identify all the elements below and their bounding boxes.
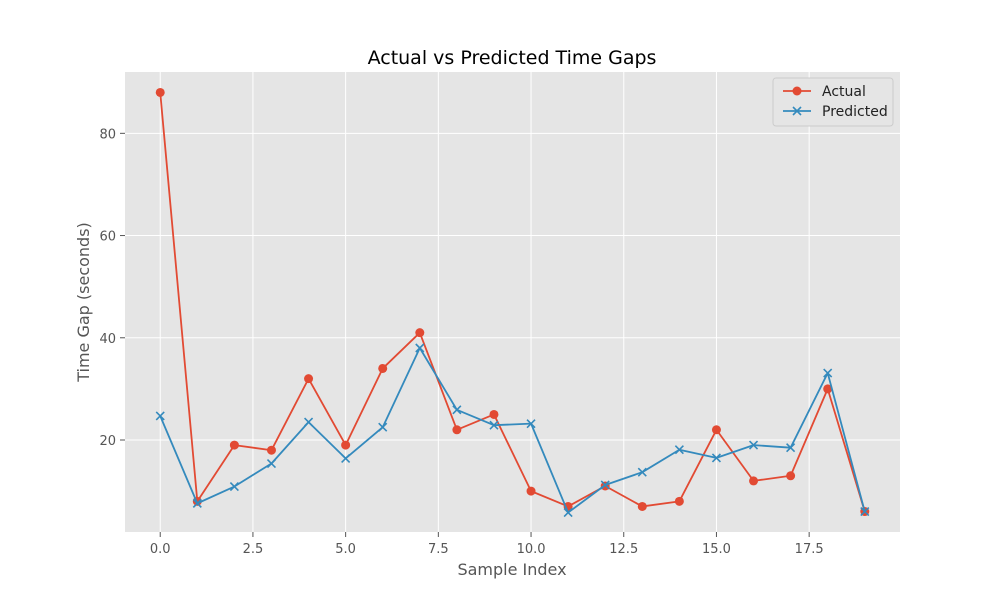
x-tick-label: 15.0 bbox=[702, 542, 731, 557]
predicted-point bbox=[526, 419, 536, 429]
predicted-point bbox=[341, 453, 351, 463]
x-tick-label: 5.0 bbox=[335, 542, 356, 557]
actual-point bbox=[229, 440, 239, 450]
actual-point bbox=[155, 87, 165, 97]
predicted-point bbox=[303, 417, 314, 427]
y-tick-label: 80 bbox=[99, 127, 116, 142]
predicted-point bbox=[229, 481, 239, 492]
actual-point bbox=[786, 471, 796, 481]
predicted-point bbox=[192, 498, 202, 508]
actual-point bbox=[711, 425, 721, 435]
actual-point bbox=[489, 409, 499, 419]
x-tick-label: 17.5 bbox=[795, 542, 824, 557]
predicted-point bbox=[786, 443, 796, 453]
x-tick-label: 7.5 bbox=[428, 542, 449, 557]
predicted-point bbox=[452, 405, 462, 415]
grid-lines bbox=[125, 72, 900, 532]
y-tick-label: 40 bbox=[99, 332, 116, 347]
predicted-point bbox=[155, 411, 165, 421]
actual-point bbox=[452, 425, 462, 435]
axis-ticks: 0.0 2.5 5.0 7.5 10.0 12.5 15.0 17.5 20 40 60 80 bbox=[99, 127, 823, 557]
actual-point bbox=[341, 440, 351, 450]
actual-point bbox=[415, 328, 425, 338]
predicted-point bbox=[711, 453, 722, 463]
actual-line bbox=[159, 92, 866, 512]
actual-point bbox=[674, 496, 684, 506]
predicted-point bbox=[823, 368, 833, 378]
predicted-point bbox=[600, 480, 610, 490]
actual-point bbox=[749, 476, 759, 486]
actual-point bbox=[637, 501, 647, 511]
predicted-line bbox=[159, 347, 866, 514]
predicted-point bbox=[860, 506, 870, 517]
actual-point bbox=[823, 384, 833, 394]
legend: Actual Predicted bbox=[772, 77, 894, 127]
chart-title: Actual vs Predicted Time Gaps bbox=[368, 47, 657, 69]
actual-point bbox=[304, 374, 314, 384]
x-tick-label: 0.0 bbox=[150, 542, 171, 557]
actual-point bbox=[526, 486, 536, 496]
x-tick-label: 2.5 bbox=[243, 542, 264, 557]
predicted-point bbox=[378, 422, 388, 432]
x-tick-label: 10.0 bbox=[517, 542, 546, 557]
predicted-point bbox=[637, 467, 647, 477]
x-tick-label: 12.5 bbox=[609, 542, 638, 557]
predicted-point bbox=[674, 445, 684, 455]
legend-predicted-marker bbox=[792, 106, 802, 116]
legend-box bbox=[772, 77, 894, 127]
plot-area bbox=[125, 72, 900, 532]
predicted-point bbox=[489, 420, 499, 430]
actual-point bbox=[266, 445, 276, 455]
y-tick-label: 60 bbox=[99, 230, 116, 245]
y-tick-label: 20 bbox=[99, 434, 116, 449]
legend-predicted-label: Predicted bbox=[822, 104, 888, 120]
predicted-point bbox=[415, 343, 425, 353]
predicted-point bbox=[563, 508, 573, 518]
series-layer bbox=[155, 87, 870, 518]
predicted-point bbox=[266, 458, 277, 469]
legend-actual-marker bbox=[792, 86, 802, 96]
x-axis-label: Sample Index bbox=[457, 560, 566, 579]
legend-actual-label: Actual bbox=[822, 84, 866, 100]
predicted-point bbox=[748, 440, 759, 450]
y-axis-label: Time Gap (seconds) bbox=[74, 222, 93, 383]
actual-point bbox=[378, 363, 388, 373]
